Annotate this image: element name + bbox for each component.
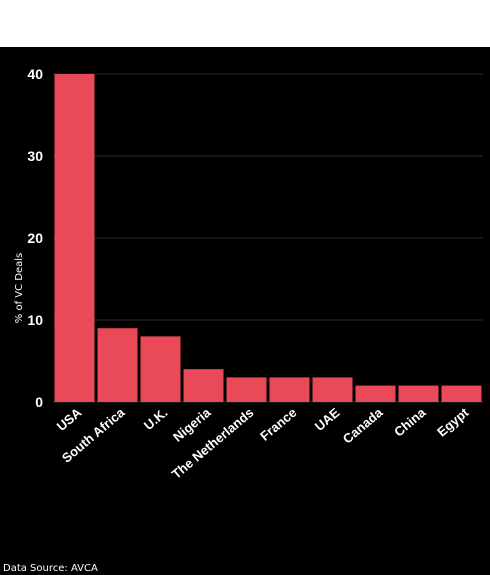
- bar: [398, 385, 439, 402]
- x-tick-label: Canada: [340, 404, 386, 446]
- y-tick-label: 30: [27, 148, 43, 164]
- bar: [441, 385, 482, 402]
- bar: [97, 328, 138, 402]
- x-tick-label: China: [391, 404, 429, 439]
- bars: [54, 74, 482, 402]
- y-tick-label: 40: [27, 66, 43, 82]
- bar: [54, 74, 95, 402]
- y-tick-label: 20: [27, 230, 43, 246]
- bar: [183, 369, 224, 402]
- bar: [140, 336, 181, 402]
- y-tick-labels: 0 10 20 30 40: [27, 66, 43, 410]
- x-tick-label: UAE: [312, 405, 343, 434]
- bar: [226, 377, 267, 402]
- bar: [355, 385, 396, 402]
- y-tick-label: 0: [35, 394, 43, 410]
- x-tick-label: Egypt: [434, 404, 472, 439]
- bar: [312, 377, 353, 402]
- y-axis-label: % of VC Deals: [14, 253, 25, 323]
- x-tick-label: USA: [54, 404, 85, 434]
- bar: [269, 377, 310, 402]
- data-source: Data Source: AVCA: [3, 563, 98, 574]
- y-tick-label: 10: [27, 312, 43, 328]
- x-tick-label: U.K.: [141, 405, 171, 433]
- x-tick-label: France: [257, 405, 299, 444]
